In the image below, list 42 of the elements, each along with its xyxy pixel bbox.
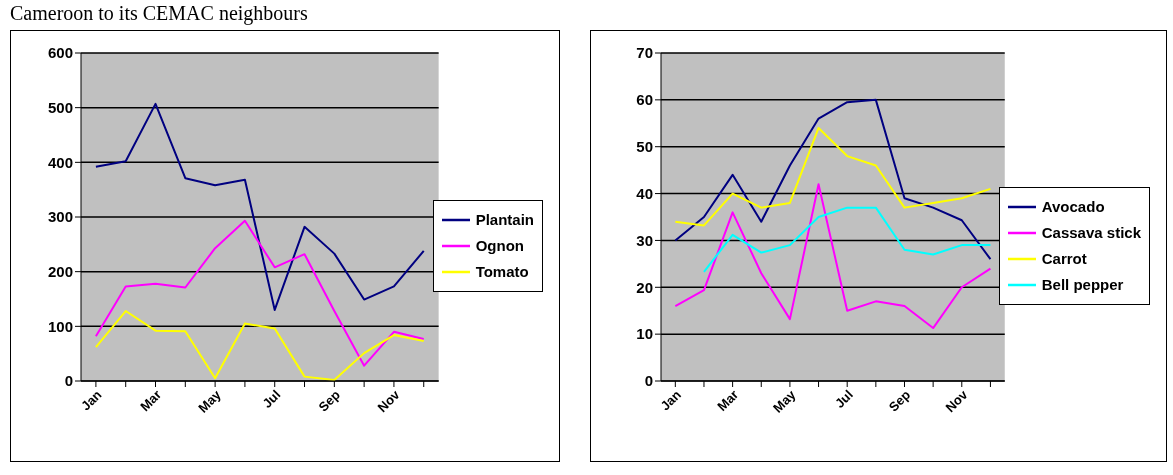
y-tick-label: 0 <box>64 372 73 390</box>
x-tick-label: Sep <box>885 387 914 415</box>
x-tick-label: Nov <box>374 386 404 416</box>
legend-label: Avocado <box>1041 197 1105 217</box>
legend-label: Cassava stick <box>1041 223 1141 243</box>
y-tick-label: 60 <box>636 91 653 109</box>
y-tick-label: 500 <box>47 98 73 116</box>
chart-title: Cameroon to its CEMAC neighbours <box>10 2 308 25</box>
legend-label: Ognon <box>475 236 524 256</box>
x-tick-label: Jan <box>657 387 685 414</box>
legend-label: Bell pepper <box>1041 275 1124 295</box>
x-tick-label: Jul <box>259 387 284 411</box>
x-tick-label: Nov <box>942 386 971 416</box>
line-series <box>94 102 425 311</box>
y-tick-label: 70 <box>636 44 653 62</box>
y-tick-label: 600 <box>47 44 73 62</box>
x-tick-label: Mar <box>714 387 742 414</box>
y-tick-label: 30 <box>636 231 653 249</box>
y-tick-label: 0 <box>644 372 653 390</box>
y-tick-label: 40 <box>636 184 653 202</box>
legend-label: Tomato <box>475 262 529 282</box>
line-series <box>674 98 992 261</box>
line-series <box>674 126 992 227</box>
y-tick-label: 300 <box>47 208 73 226</box>
line-series <box>94 310 425 381</box>
legend-label: Plantain <box>475 210 534 230</box>
x-tick-label: May <box>195 386 225 416</box>
y-tick-label: 400 <box>47 153 73 171</box>
x-tick-label: Sep <box>315 387 344 415</box>
y-tick-label: 20 <box>636 278 653 296</box>
line-series <box>702 206 992 273</box>
x-tick-label: May <box>770 386 800 416</box>
y-tick-label: 50 <box>636 138 653 156</box>
x-tick-label: Jul <box>831 387 856 411</box>
line-series <box>674 183 992 330</box>
y-tick-label: 100 <box>47 317 73 335</box>
x-tick-label: Mar <box>137 387 165 414</box>
y-tick-label: 200 <box>47 262 73 280</box>
y-tick-label: 10 <box>636 325 653 343</box>
x-tick-label: Jan <box>78 387 105 414</box>
legend-label: Carrot <box>1041 249 1087 269</box>
line-series <box>94 219 425 367</box>
